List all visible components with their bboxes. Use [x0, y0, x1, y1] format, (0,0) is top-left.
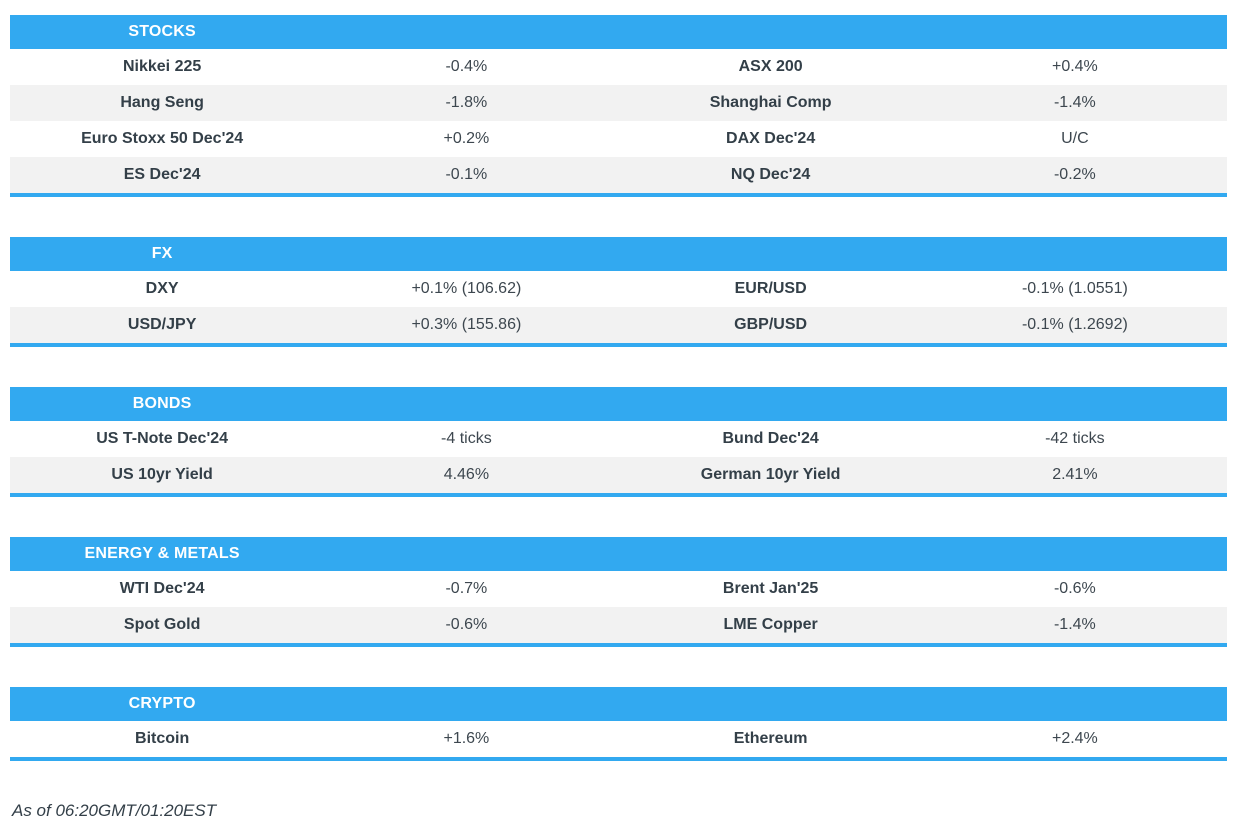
instrument-name: ES Dec'24 — [123, 166, 201, 183]
table-row: US T-Note Dec'24 -4 ticks Bund Dec'24 -4… — [10, 421, 1227, 457]
instrument-value: -4 ticks — [441, 430, 492, 447]
instrument-value: +0.3% (155.86) — [411, 316, 522, 333]
instrument-value: -1.8% — [445, 94, 488, 111]
instrument-name: ASX 200 — [738, 58, 803, 75]
instrument-value: +1.6% — [443, 730, 490, 747]
section-stocks: STOCKS Nikkei 225 -0.4% ASX 200 +0.4% Ha… — [10, 15, 1227, 197]
instrument-value: -1.4% — [1053, 94, 1096, 111]
instrument-value: +2.4% — [1051, 730, 1098, 747]
section-header: STOCKS — [10, 15, 1227, 49]
instrument-name: Bund Dec'24 — [722, 430, 819, 447]
instrument-name: Bitcoin — [135, 730, 190, 747]
table-row: ES Dec'24 -0.1% NQ Dec'24 -0.2% — [10, 157, 1227, 193]
instrument-name: US 10yr Yield — [111, 466, 213, 483]
table-row: USD/JPY +0.3% (155.86) GBP/USD -0.1% (1.… — [10, 307, 1227, 343]
section-bonds: BONDS US T-Note Dec'24 -4 ticks Bund Dec… — [10, 387, 1227, 497]
instrument-value: +0.1% (106.62) — [411, 280, 522, 297]
instrument-name: GBP/USD — [734, 316, 808, 333]
instrument-value: -0.1% — [445, 166, 488, 183]
instrument-name: Brent Jan'25 — [722, 580, 819, 597]
section-header: FX — [10, 237, 1227, 271]
section-crypto: CRYPTO Bitcoin +1.6% Ethereum +2.4% — [10, 687, 1227, 761]
instrument-name: German 10yr Yield — [700, 466, 841, 483]
section-title: FX — [151, 245, 173, 262]
instrument-value: -0.6% — [1053, 580, 1096, 597]
section-bottom-bar — [10, 193, 1227, 197]
instrument-name: Shanghai Comp — [709, 94, 832, 111]
instrument-value: U/C — [1061, 130, 1089, 147]
table-row: WTI Dec'24 -0.7% Brent Jan'25 -0.6% — [10, 571, 1227, 607]
instrument-value: -0.1% (1.2692) — [1021, 316, 1128, 333]
instrument-value: -0.2% — [1053, 166, 1096, 183]
table-row: Euro Stoxx 50 Dec'24 +0.2% DAX Dec'24 U/… — [10, 121, 1227, 157]
instrument-name: Spot Gold — [123, 616, 201, 633]
table-row: Bitcoin +1.6% Ethereum +2.4% — [10, 721, 1227, 757]
section-title: CRYPTO — [128, 695, 196, 712]
section-bottom-bar — [10, 757, 1227, 761]
table-row: US 10yr Yield 4.46% German 10yr Yield 2.… — [10, 457, 1227, 493]
instrument-name: US T-Note Dec'24 — [96, 430, 229, 447]
table-row: Hang Seng -1.8% Shanghai Comp -1.4% — [10, 85, 1227, 121]
section-header: CRYPTO — [10, 687, 1227, 721]
table-row: Nikkei 225 -0.4% ASX 200 +0.4% — [10, 49, 1227, 85]
instrument-name: Hang Seng — [120, 94, 204, 111]
instrument-name: NQ Dec'24 — [730, 166, 811, 183]
instrument-value: -0.1% (1.0551) — [1021, 280, 1128, 297]
section-title: STOCKS — [128, 23, 196, 40]
section-bottom-bar — [10, 493, 1227, 497]
section-fx: FX DXY +0.1% (106.62) EUR/USD -0.1% (1.0… — [10, 237, 1227, 347]
instrument-value: +0.2% — [443, 130, 490, 147]
instrument-value: -0.6% — [445, 616, 488, 633]
section-header: BONDS — [10, 387, 1227, 421]
instrument-value: 2.41% — [1052, 466, 1098, 483]
section-title: ENERGY & METALS — [84, 545, 240, 562]
instrument-value: +0.4% — [1051, 58, 1098, 75]
instrument-name: EUR/USD — [734, 280, 807, 297]
instrument-name: Euro Stoxx 50 Dec'24 — [81, 130, 244, 147]
instrument-name: DXY — [145, 280, 179, 297]
section-energy-metals: ENERGY & METALS WTI Dec'24 -0.7% Brent J… — [10, 537, 1227, 647]
instrument-value: -0.4% — [445, 58, 488, 75]
section-bottom-bar — [10, 343, 1227, 347]
instrument-name: Ethereum — [733, 730, 808, 747]
instrument-name: DAX Dec'24 — [726, 130, 816, 147]
instrument-value: 4.46% — [443, 466, 490, 483]
section-title: BONDS — [132, 395, 192, 412]
section-header: ENERGY & METALS — [10, 537, 1227, 571]
instrument-name: LME Copper — [723, 616, 818, 633]
table-row: DXY +0.1% (106.62) EUR/USD -0.1% (1.0551… — [10, 271, 1227, 307]
section-bottom-bar — [10, 643, 1227, 647]
table-row: Spot Gold -0.6% LME Copper -1.4% — [10, 607, 1227, 643]
instrument-name: WTI Dec'24 — [119, 580, 205, 597]
instrument-value: -1.4% — [1053, 616, 1096, 633]
instrument-value: -0.7% — [445, 580, 488, 597]
instrument-value: -42 ticks — [1045, 430, 1105, 447]
timestamp-note: As of 06:20GMT/01:20EST — [12, 801, 217, 820]
instrument-name: Nikkei 225 — [122, 58, 202, 75]
instrument-name: USD/JPY — [127, 316, 197, 333]
